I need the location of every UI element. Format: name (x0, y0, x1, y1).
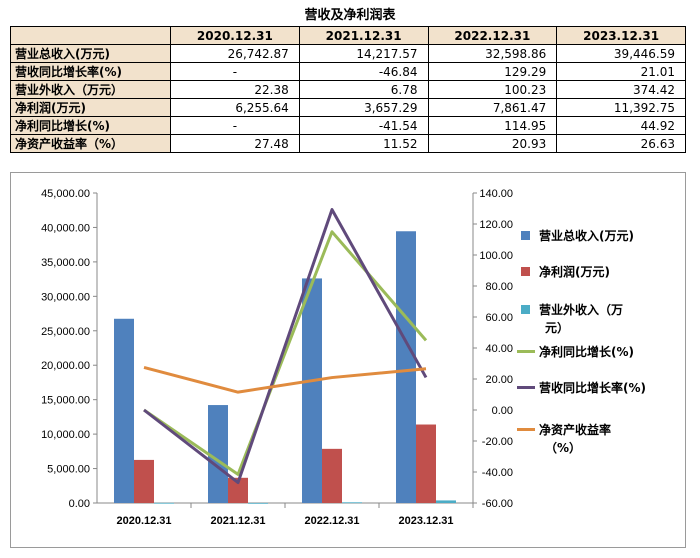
cell: - (170, 116, 300, 135)
cell: 26,742.87 (170, 44, 300, 63)
left-tick-label: 10,000.00 (41, 429, 90, 441)
right-tick-label: 120.00 (479, 219, 513, 231)
table-row: 营收同比增长率(%) - -46.84 129.29 21.01 (10, 62, 686, 81)
bar-2 (416, 424, 436, 503)
cell: 7,861.47 (427, 98, 558, 117)
cell: 6.78 (298, 80, 429, 99)
right-tick-label: 0.00 (492, 405, 513, 417)
left-tick-label: 25,000.00 (41, 326, 90, 338)
header-blank (10, 26, 171, 45)
table-row: 净利润(万元) 6,255.64 3,657.29 7,861.47 11,39… (10, 98, 686, 117)
cell: 20.93 (427, 134, 558, 153)
cell: 22.38 (170, 80, 300, 99)
cell: 11.52 (298, 134, 429, 153)
right-tick-label: -60.00 (482, 498, 513, 510)
right-tick-label: -20.00 (482, 436, 513, 448)
left-tick-label: 20,000.00 (41, 360, 90, 372)
legend-label: 净利同比增长(%) (539, 344, 634, 359)
table-row: 营业外收入（万元） 22.38 6.78 100.23 374.42 (10, 80, 686, 99)
table-row: 净利同比增长(%) - -41.54 114.95 44.92 (10, 116, 686, 135)
cell: - (170, 62, 300, 81)
right-tick-label: 80.00 (485, 281, 513, 293)
bar-1 (302, 278, 322, 503)
legend-label: 净资产收益率 (539, 422, 611, 437)
cell: 11,392.75 (556, 98, 686, 117)
cell: 114.95 (427, 116, 558, 135)
row-label: 营业总收入(万元) (10, 44, 171, 63)
bar-2 (134, 459, 154, 503)
cell: 27.48 (170, 134, 300, 153)
right-tick-label: -40.00 (482, 467, 513, 479)
cell: 32,598.86 (427, 44, 558, 63)
legend-swatch (521, 231, 530, 240)
legend-label-line2: 元） (545, 320, 569, 335)
cell: -46.84 (298, 62, 429, 81)
legend-label-line2: （%） (545, 440, 581, 455)
header-2020: 2020.12.31 (170, 26, 300, 45)
financial-table: 2020.12.31 2021.12.31 2022.12.31 2023.12… (10, 26, 686, 153)
legend-label: 营业外收入（万 (539, 302, 623, 317)
cell: 44.92 (556, 116, 686, 135)
x-tick-label: 2021.12.31 (210, 515, 265, 527)
table-row: 净资产收益率（%） 27.48 11.52 20.93 26.63 (10, 134, 686, 153)
row-label: 净资产收益率（%） (10, 134, 171, 153)
table-title: 营收及净利润表 (304, 8, 396, 23)
right-tick-label: 100.00 (479, 250, 513, 262)
line-series-2 (143, 208, 428, 485)
cell: 374.42 (556, 80, 686, 99)
right-tick-label: 20.00 (485, 374, 513, 386)
legend-label: 营收同比增长率(%) (539, 380, 646, 395)
left-tick-label: 40,000.00 (41, 222, 90, 234)
right-tick-label: 60.00 (485, 312, 513, 324)
x-tick-label: 2022.12.31 (304, 515, 359, 527)
cell: 14,217.57 (298, 44, 429, 63)
legend-label: 净利润(万元) (539, 264, 610, 279)
cell: 39,446.59 (556, 44, 686, 63)
left-tick-label: 45,000.00 (41, 188, 90, 200)
bar-1 (114, 318, 134, 503)
cell: 21.01 (556, 62, 686, 81)
left-tick-label: 15,000.00 (41, 395, 90, 407)
left-tick-label: 35,000.00 (41, 257, 90, 269)
chart-frame: 0.00 5,000.00 10,000.00 15,000.00 20,000.00 2… (10, 172, 686, 548)
legend-swatch (521, 267, 530, 276)
right-tick-label: 40.00 (485, 343, 513, 355)
bar-1 (396, 231, 416, 503)
header-2022: 2022.12.31 (427, 26, 558, 45)
header-2021: 2021.12.31 (298, 26, 429, 45)
table-row: 营业总收入(万元) 26,742.87 14,217.57 32,598.86 … (10, 44, 686, 63)
bar-1 (208, 405, 228, 503)
cell: 6,255.64 (170, 98, 300, 117)
x-tick-label: 2023.12.31 (398, 515, 453, 527)
cell: 129.29 (427, 62, 558, 81)
bar-2 (322, 448, 342, 503)
bar-3 (248, 502, 268, 504)
row-label: 营业外收入（万元） (10, 80, 171, 99)
row-label: 营收同比增长率(%) (10, 62, 171, 81)
right-tick-label: 140.00 (479, 188, 513, 200)
row-label: 净利同比增长(%) (10, 116, 171, 135)
cell: 100.23 (427, 80, 558, 99)
bar-3 (436, 500, 456, 503)
bar-2 (228, 477, 248, 503)
bar-3 (342, 502, 362, 504)
header-2023: 2023.12.31 (556, 26, 686, 45)
x-tick-label: 2020.12.31 (116, 515, 171, 527)
bar-3 (154, 502, 174, 504)
cell: 3,657.29 (298, 98, 429, 117)
legend-swatch (521, 305, 530, 314)
combo-chart: 0.00 5,000.00 10,000.00 15,000.00 20,000.00 2… (41, 188, 646, 527)
line-series-1 (143, 230, 428, 476)
left-tick-label: 0.00 (69, 498, 90, 510)
left-tick-label: 30,000.00 (41, 291, 90, 303)
left-tick-label: 5,000.00 (47, 464, 90, 476)
table-header-row: 2020.12.31 2021.12.31 2022.12.31 2023.12… (10, 26, 686, 45)
legend-label: 营业总收入(万元) (539, 228, 634, 243)
cell: 26.63 (556, 134, 686, 153)
row-label: 净利润(万元) (10, 98, 171, 117)
line-series-3 (143, 365, 427, 394)
cell: -41.54 (298, 116, 429, 135)
